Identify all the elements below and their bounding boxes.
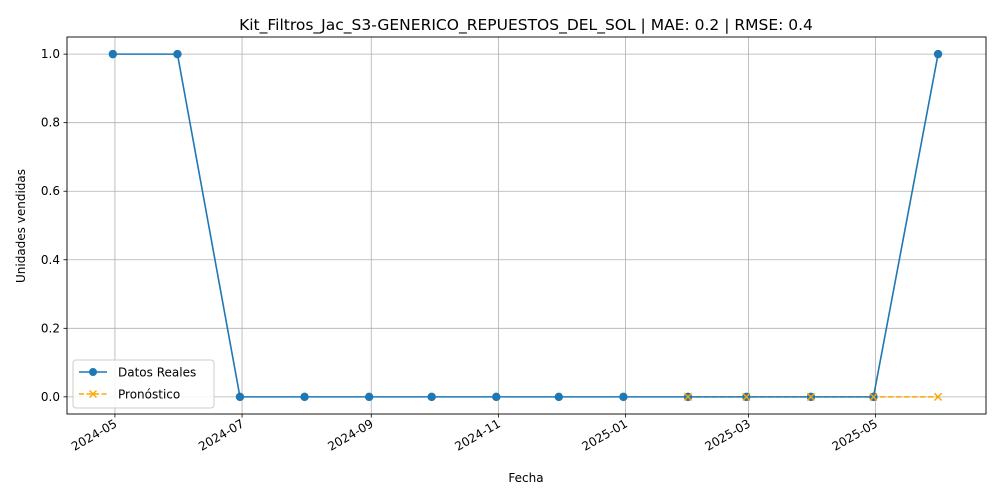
actual-point — [364, 392, 374, 402]
x-tick-label: 2025-03 — [703, 416, 753, 453]
forecast-point — [933, 392, 943, 401]
chart-title: Kit_Filtros_Jac_S3-GENERICO_REPUESTOS_DE… — [239, 16, 813, 35]
y-tick-label: 0.2 — [41, 321, 60, 335]
x-tick-label: 2024-05 — [69, 416, 119, 453]
x-tick-label: 2024-09 — [325, 416, 375, 453]
x-tick-label: 2024-07 — [196, 416, 246, 453]
y-tick-label: 0.8 — [41, 116, 60, 130]
actual-point — [173, 49, 182, 59]
actual-point — [108, 49, 118, 59]
y-tick-label: 0.6 — [41, 184, 60, 198]
forecast-point — [742, 392, 751, 401]
y-tick-label: 0.0 — [41, 390, 60, 404]
legend: Datos Reales Pronóstico — [72, 359, 215, 409]
legend-actual-marker — [89, 368, 97, 376]
y-tick-label: 0.4 — [41, 253, 60, 267]
actual-point — [554, 392, 564, 402]
x-axis: 2024-05 2024-07 2024-09 2024-11 2025-01 2025-… — [69, 414, 880, 454]
grid — [67, 37, 986, 414]
y-axis: 0.0 0.2 0.4 0.6 0.8 1.0 — [41, 47, 67, 404]
actual-point — [933, 49, 943, 59]
actual-series — [108, 49, 943, 402]
actual-point — [300, 392, 309, 402]
x-axis-label: Fecha — [508, 471, 543, 485]
legend-box — [72, 359, 215, 409]
legend-actual-label: Datos Reales — [118, 366, 196, 380]
actual-point — [619, 392, 628, 402]
y-tick-label: 1.0 — [41, 47, 60, 61]
actual-line — [112, 53, 939, 398]
plot-frame — [66, 36, 987, 415]
x-tick-label: 2025-05 — [830, 416, 880, 453]
x-tick-label: 2024-11 — [452, 416, 502, 453]
x-tick-label: 2025-01 — [580, 416, 630, 453]
actual-point — [235, 392, 245, 402]
legend-forecast-marker — [89, 390, 97, 398]
y-axis-label: Unidades vendidas — [14, 169, 28, 283]
actual-point — [492, 392, 501, 402]
forecast-markers — [683, 392, 943, 401]
forecast-point — [806, 392, 816, 401]
forecast-point — [869, 392, 878, 401]
legend-forecast-label: Pronóstico — [118, 388, 180, 402]
actual-point — [427, 392, 436, 402]
forecast-point — [683, 392, 693, 401]
